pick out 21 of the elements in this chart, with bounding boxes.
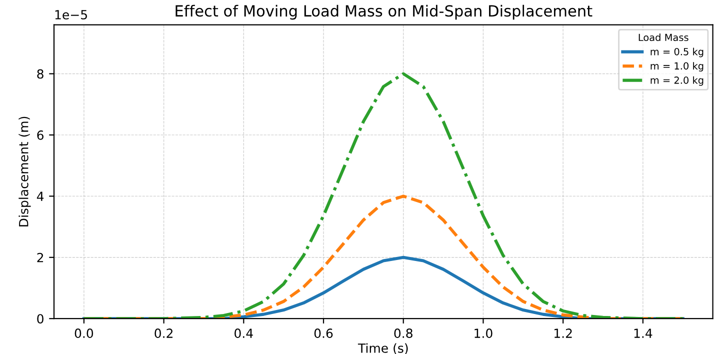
x-tick-label: 1.0: [474, 328, 492, 338]
legend-title: Load Mass: [638, 34, 688, 42]
x-axis-title: Time (s): [358, 343, 408, 354]
y-tick-label: 6: [37, 130, 44, 140]
y-tick-label: 4: [36, 192, 44, 201]
legend-label: m = 0.5 kg: [650, 48, 704, 58]
x-tick-label: 1.4: [634, 328, 652, 338]
y-tick-label: 2: [37, 252, 44, 262]
y-tick-label: 8: [37, 69, 44, 79]
x-tick-label: 0.2: [154, 328, 172, 338]
x-tick-label: 1.2: [554, 328, 572, 338]
text: 1e−5: [55, 10, 87, 20]
y-tick-label: 0: [37, 314, 44, 324]
chart-title: Effect of Moving Load Mass on Mid-Span Displacement: [176, 4, 592, 20]
x-tick-label: 0.0: [74, 328, 94, 338]
y-axis-title: Displacement (m): [18, 116, 31, 226]
x-tick-label: 0.8: [394, 328, 412, 338]
legend-label: m = 1.0 kg: [650, 62, 704, 72]
legend-label: m = 2.0 kg: [650, 76, 704, 86]
x-tick-label: 0.4: [234, 328, 253, 338]
x-tick-label: 0.6: [314, 328, 333, 338]
